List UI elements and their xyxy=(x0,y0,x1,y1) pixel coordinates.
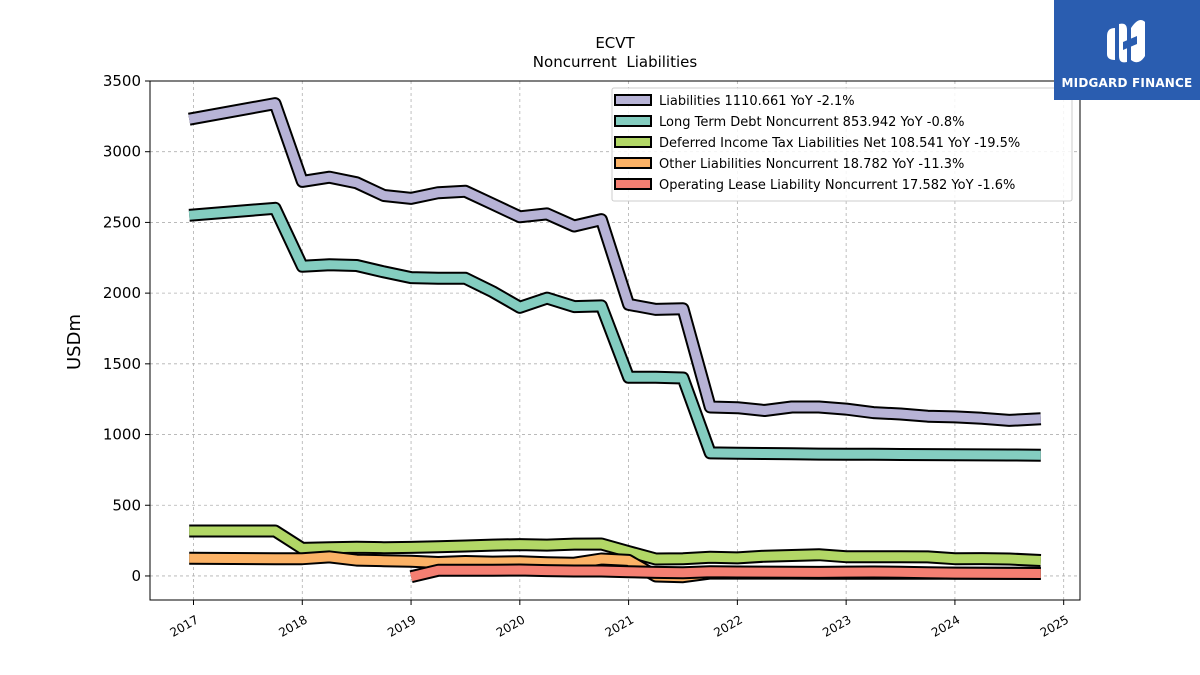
x-axis: 2017 2018 2019 2020 2021 2022 2023 2024 2025 xyxy=(168,600,1071,640)
y-axis: 0 500 1000 1500 2000 2500 3000 3500 xyxy=(103,72,150,585)
y-axis-label: USDm xyxy=(64,314,85,370)
y-tick-label: 3000 xyxy=(103,143,141,161)
legend-swatch xyxy=(614,178,652,190)
series-line xyxy=(188,203,1041,460)
y-tick-label: 1500 xyxy=(103,355,141,373)
x-tick-label: 2021 xyxy=(603,612,636,639)
legend: Liabilities 1110.661 YoY -2.1% Long Term … xyxy=(611,87,1073,202)
series-5 xyxy=(409,563,1041,584)
x-tick-label: 2018 xyxy=(276,612,309,639)
legend-label: Deferred Income Tax Liabilities Net 108.… xyxy=(659,136,1020,151)
chart-title: ECVT xyxy=(595,34,635,52)
series-lines xyxy=(188,97,1042,584)
y-tick-label: 500 xyxy=(112,496,141,514)
y-tick-label: 2500 xyxy=(103,213,141,231)
x-tick-label: 2023 xyxy=(820,612,853,639)
y-tick-label: 2000 xyxy=(103,284,141,302)
legend-swatch xyxy=(614,136,652,148)
x-tick-label: 2022 xyxy=(711,612,744,639)
legend-swatch xyxy=(614,115,652,127)
series-line xyxy=(189,526,1042,565)
series-2 xyxy=(188,201,1041,462)
y-tick-label: 0 xyxy=(131,567,141,585)
x-tick-label: 2017 xyxy=(168,612,201,639)
legend-swatch xyxy=(614,157,652,169)
x-tick-label: 2025 xyxy=(1038,612,1071,639)
series-3 xyxy=(189,524,1042,567)
legend-label: Liabilities 1110.661 YoY -2.1% xyxy=(659,94,855,109)
midgard-logo-icon xyxy=(1107,20,1145,63)
y-tick-label: 3500 xyxy=(103,72,141,90)
legend-label: Operating Lease Liability Noncurrent 17.… xyxy=(659,178,1015,193)
legend-box xyxy=(611,87,1073,202)
series-1 xyxy=(188,97,1042,427)
chart-subtitle: Noncurrent Liabilities xyxy=(533,53,698,71)
brand-name: MIDGARD FINANCE xyxy=(1061,76,1193,90)
x-tick-label: 2024 xyxy=(929,612,962,639)
series-line xyxy=(410,565,1041,582)
legend-swatch xyxy=(614,94,652,106)
brand-logo: MIDGARD FINANCE xyxy=(1054,0,1200,100)
y-tick-label: 1000 xyxy=(103,426,141,444)
x-tick-label: 2020 xyxy=(494,612,527,639)
legend-label: Other Liabilities Noncurrent 18.782 YoY … xyxy=(659,157,964,172)
series-line xyxy=(188,99,1042,425)
plot-frame xyxy=(149,80,1081,601)
x-tick-label: 2019 xyxy=(385,612,418,639)
legend-label: Long Term Debt Noncurrent 853.942 YoY -0… xyxy=(659,115,965,130)
